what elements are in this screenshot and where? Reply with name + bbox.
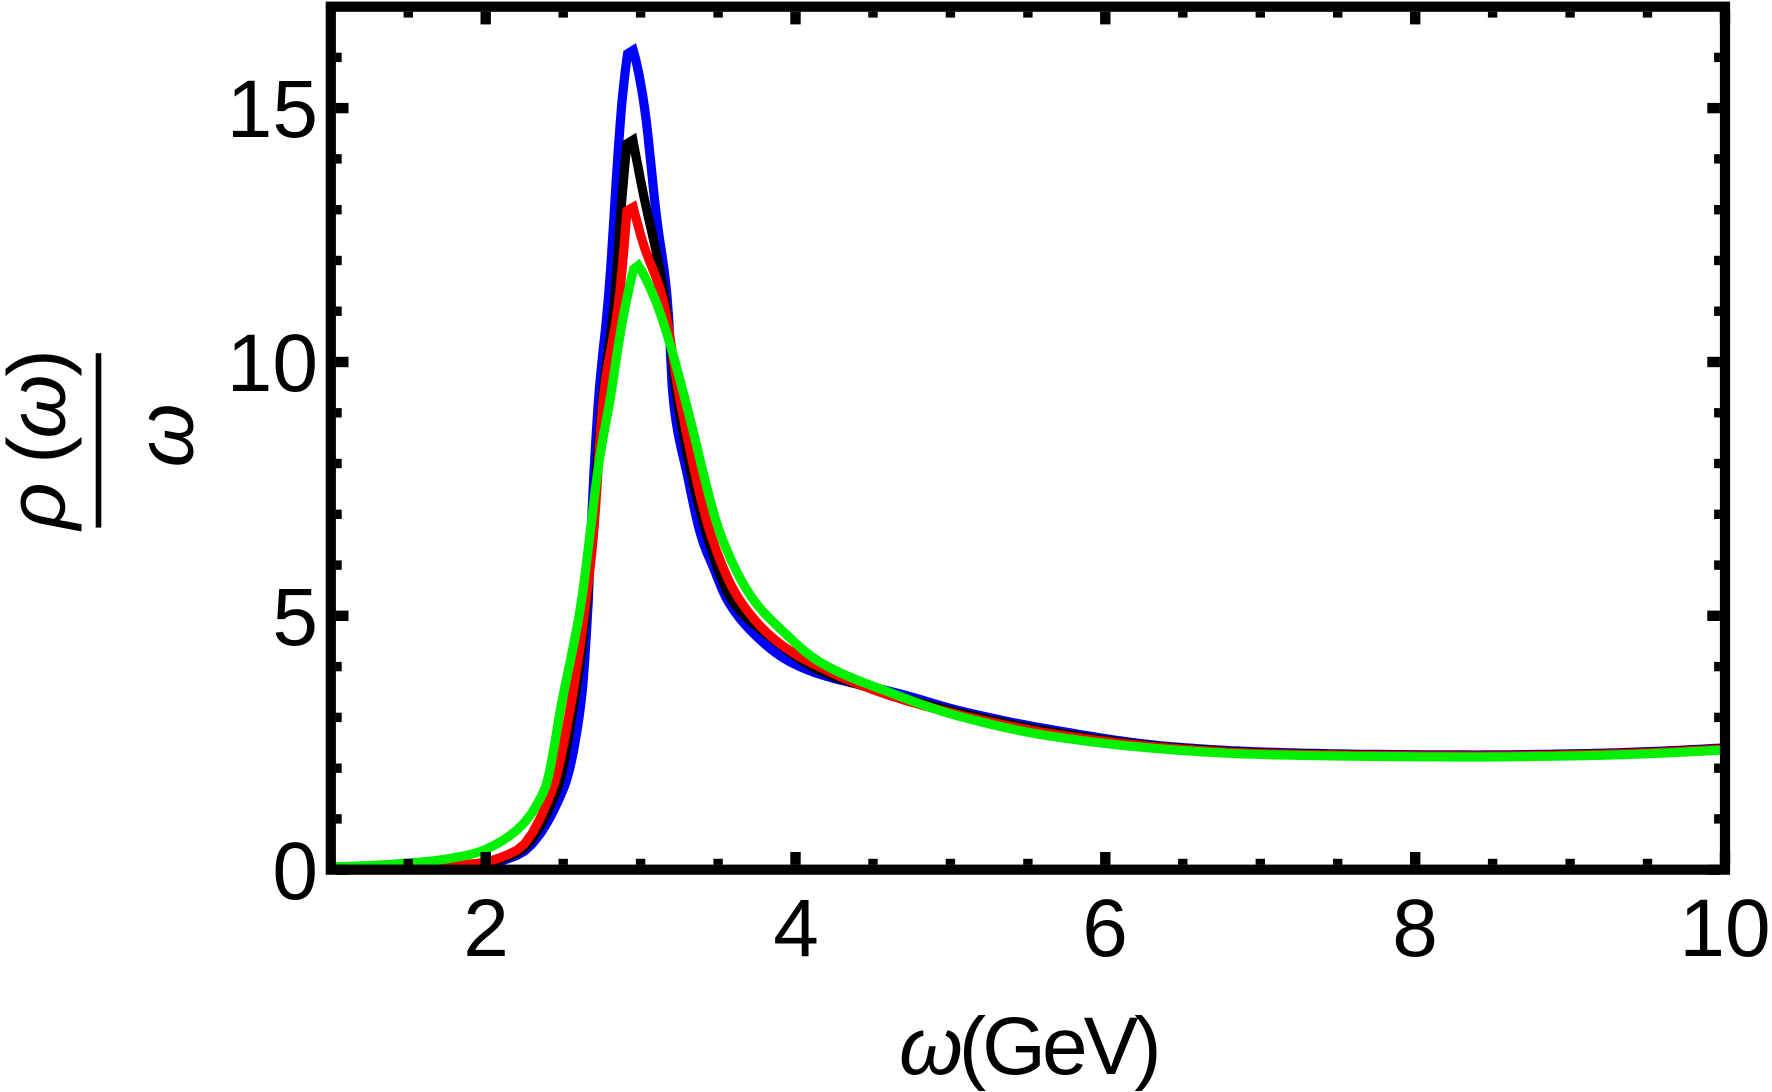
svg-text:ω(GeV): ω(GeV): [899, 1001, 1158, 1092]
svg-text:0: 0: [272, 826, 318, 917]
svg-text:5: 5: [272, 572, 318, 663]
svg-text:6: 6: [1082, 883, 1128, 974]
svg-text:15: 15: [227, 64, 318, 155]
svg-text:2: 2: [463, 883, 509, 974]
svg-text:8: 8: [1392, 883, 1438, 974]
svg-text:4: 4: [773, 883, 819, 974]
svg-text:10: 10: [227, 318, 318, 409]
svg-text:ω: ω: [120, 403, 211, 467]
svg-text:10: 10: [1679, 883, 1770, 974]
svg-text:ρ (ω): ρ (ω): [0, 351, 83, 531]
